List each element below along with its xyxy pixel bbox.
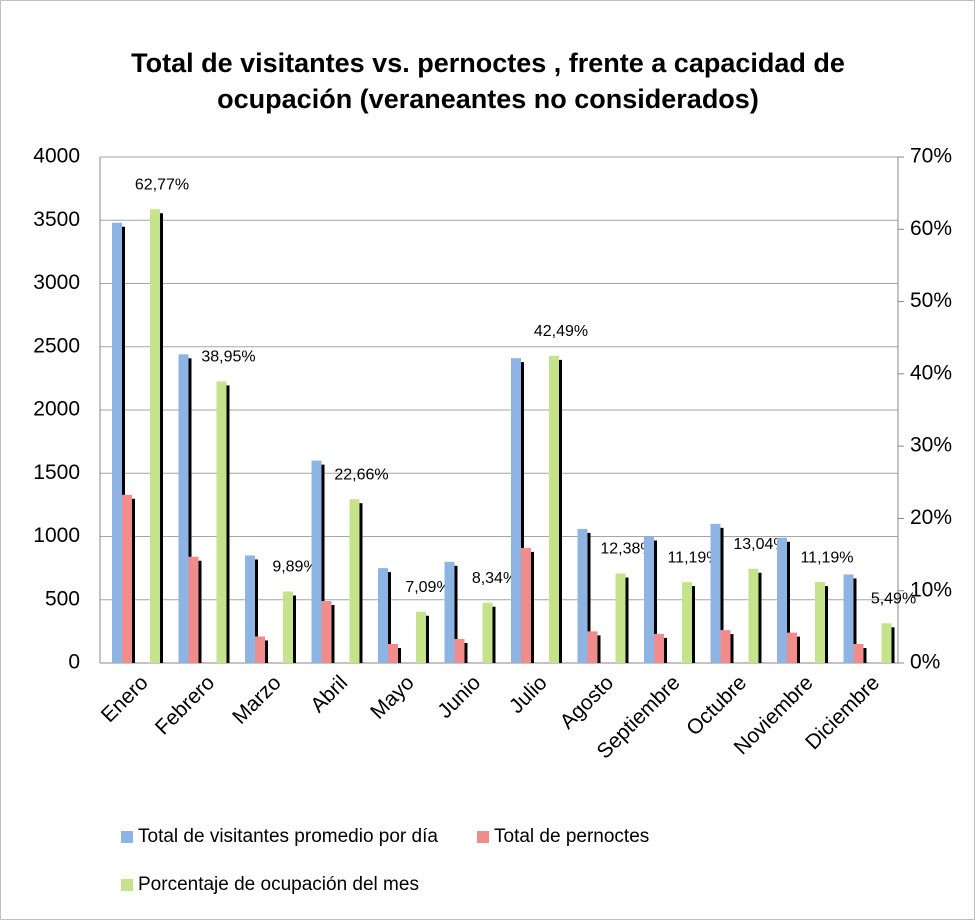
y-tick-label: 500 xyxy=(45,587,80,610)
data-label: 8,34% xyxy=(472,570,517,587)
y-tick-label: 1500 xyxy=(33,461,80,484)
bar xyxy=(615,573,626,663)
bar xyxy=(777,537,787,663)
bar xyxy=(549,355,559,663)
data-label: 38,95% xyxy=(201,349,255,366)
data-label: 11,19% xyxy=(800,549,853,566)
bar xyxy=(178,354,189,663)
y-tick-label: 3500 xyxy=(33,208,80,231)
bar xyxy=(378,568,388,663)
y2-tick-label: 10% xyxy=(910,578,952,601)
y-tick-label: 2500 xyxy=(33,334,80,357)
bar xyxy=(216,381,227,663)
legend-label: Total de visitantes promedio por día xyxy=(138,826,438,847)
bar xyxy=(748,568,759,663)
bar xyxy=(188,556,199,663)
data-label: 42,49% xyxy=(534,323,588,340)
y2-tick-label: 60% xyxy=(910,217,952,240)
legend-swatch xyxy=(121,831,133,843)
bar xyxy=(482,602,493,663)
y2-tick-label: 50% xyxy=(910,289,952,312)
bar xyxy=(787,632,797,663)
bar xyxy=(682,582,692,663)
bar xyxy=(644,536,654,663)
y-tick-label: 2000 xyxy=(33,398,80,421)
y2-tick-label: 0% xyxy=(910,651,940,674)
data-label: 12,38% xyxy=(600,541,654,558)
data-label: 13,04% xyxy=(733,536,787,553)
bar xyxy=(255,636,265,663)
y2-tick-label: 30% xyxy=(910,434,952,457)
y2-tick-label: 70% xyxy=(910,145,952,168)
y2-tick-label: 40% xyxy=(910,361,952,384)
legend-label: Total de pernoctes xyxy=(494,826,649,847)
data-label: 5,49% xyxy=(871,591,916,608)
bar xyxy=(444,561,455,663)
data-label: 62,77% xyxy=(135,176,189,193)
bar xyxy=(511,358,521,663)
data-label: 22,66% xyxy=(334,466,388,483)
legend-swatch xyxy=(477,831,489,843)
chart-title: Total de visitantes vs. pernoctes , fren… xyxy=(131,48,845,78)
bar xyxy=(654,633,664,663)
bar xyxy=(710,523,721,663)
y-tick-label: 3000 xyxy=(33,271,80,294)
legend-swatch xyxy=(121,879,133,891)
bar xyxy=(388,644,398,663)
bar xyxy=(720,630,731,663)
bar xyxy=(311,460,322,663)
y-tick-label: 0 xyxy=(68,651,80,674)
y-tick-label: 1000 xyxy=(33,524,80,547)
bar xyxy=(150,209,160,663)
bar xyxy=(349,499,360,663)
bar xyxy=(283,591,293,663)
data-label: 9,89% xyxy=(272,559,317,576)
y2-tick-label: 20% xyxy=(910,506,952,529)
bar xyxy=(521,547,531,663)
bar xyxy=(881,623,892,663)
bar xyxy=(122,494,132,663)
bar xyxy=(815,582,825,663)
bar xyxy=(112,222,122,663)
chart-title: ocupación (veraneantes no considerados) xyxy=(217,84,759,114)
data-label: 11,19% xyxy=(667,549,720,566)
bar xyxy=(853,644,864,663)
bar xyxy=(843,574,854,663)
bar xyxy=(321,601,332,663)
y-tick-label: 4000 xyxy=(33,145,80,168)
bar xyxy=(577,528,588,663)
legend-label: Porcentaje de ocupación del mes xyxy=(138,874,419,895)
bar xyxy=(245,555,255,663)
data-label: 7,09% xyxy=(405,579,450,596)
bar xyxy=(454,638,465,663)
bar xyxy=(416,611,426,663)
bar xyxy=(587,631,598,663)
